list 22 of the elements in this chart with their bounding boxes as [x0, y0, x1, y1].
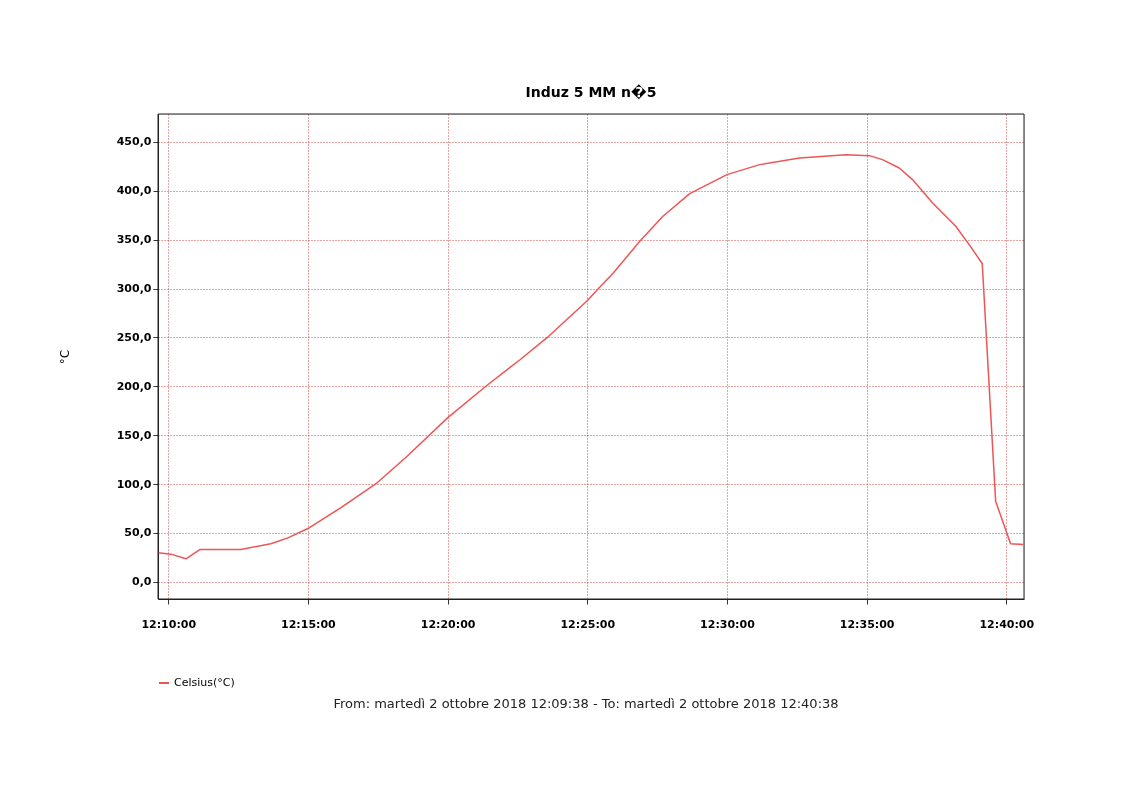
- text: From: martedì 2 ottobre 2018 12:09:38 - To: martedì 2 ottobre 2018 12:40:38: [333, 696, 839, 711]
- y-tick-label: 350,0: [116, 233, 152, 247]
- x-tick-label: 12:40:00: [979, 617, 1035, 631]
- x-tick-label: 12:10:00: [141, 617, 197, 631]
- y-tick-label: 300,0: [116, 282, 152, 296]
- y-tick-label: 400,0: [116, 184, 152, 198]
- x-tick-label: 12:20:00: [420, 617, 476, 631]
- line-series: [157, 153, 1024, 560]
- x-tick-label: 12:15:00: [281, 617, 337, 631]
- y-tick-label: 200,0: [116, 379, 152, 393]
- x-tick-label: 12:25:00: [560, 617, 616, 631]
- y-tick-label: 250,0: [116, 330, 152, 344]
- x-tick-label: 12:35:00: [839, 617, 895, 631]
- chart-title: Induz 5 MM n�5: [525, 83, 657, 100]
- y-tick-label: 150,0: [116, 428, 152, 442]
- y-tick-label: 0,0: [132, 575, 152, 589]
- y-tick-label: 450,0: [116, 135, 152, 149]
- y-tick-label: 100,0: [116, 477, 152, 491]
- x-tick-label: 12:30:00: [700, 617, 756, 631]
- y-axis-title: °C: [57, 349, 72, 365]
- legend-label: Celsius(°C): [174, 676, 235, 689]
- y-tick-label: 50,0: [124, 526, 152, 540]
